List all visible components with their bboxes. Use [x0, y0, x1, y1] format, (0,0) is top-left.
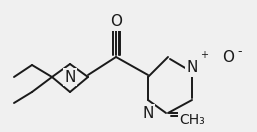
Text: N: N: [64, 70, 76, 84]
Text: N: N: [142, 105, 154, 121]
Text: O: O: [222, 50, 234, 65]
Text: +: +: [200, 50, 208, 60]
Text: CH₃: CH₃: [179, 113, 205, 127]
Text: O: O: [110, 15, 122, 29]
Text: -: -: [237, 46, 242, 58]
Text: N: N: [186, 60, 198, 76]
